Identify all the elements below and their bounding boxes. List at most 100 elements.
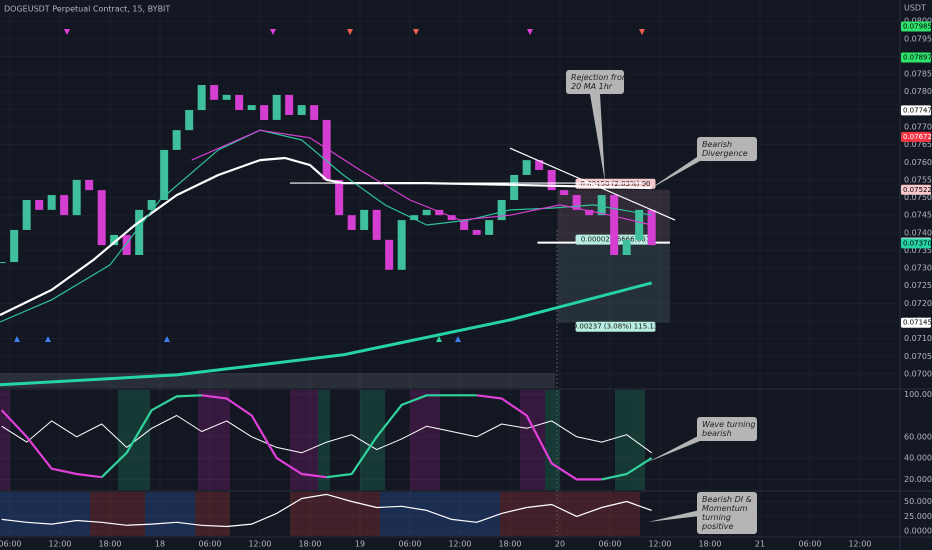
candle [135, 209, 144, 256]
annotation-box [697, 492, 757, 534]
band [318, 390, 330, 490]
annotation-text: Momentum [702, 504, 748, 513]
x-tick-label: 21 [755, 540, 765, 549]
x-tick-label: 06:00 [0, 540, 22, 549]
price-tag-label: 0.07897 [903, 53, 932, 61]
candle [485, 220, 494, 235]
annotation-pointer [590, 94, 605, 182]
candle [385, 239, 394, 270]
sell-marker [527, 29, 533, 35]
candle [185, 110, 194, 131]
candle [460, 220, 469, 230]
candle [60, 195, 69, 216]
candle [447, 215, 456, 221]
candle [547, 170, 556, 191]
candle [85, 179, 94, 191]
candle [160, 149, 169, 200]
candle [572, 195, 581, 210]
candle [147, 199, 156, 210]
candle [635, 209, 644, 240]
candle [422, 209, 431, 216]
buy-marker [436, 336, 442, 342]
price-tag-label: 0.07985 [903, 22, 932, 30]
x-tick-label: 18:00 [298, 540, 321, 549]
candle [210, 85, 219, 100]
x-tick-label: 12:00 [648, 540, 671, 549]
candle [522, 160, 531, 175]
x-tick-label: 06:00 [198, 540, 221, 549]
band [0, 390, 10, 490]
stop-label: 0.00150 (2.03%) 90 [580, 180, 650, 188]
y-tick-label: 50.00000 [904, 497, 932, 506]
annotation-pointer [648, 510, 700, 522]
candle [172, 130, 181, 150]
signal-markers [14, 29, 645, 342]
band [290, 492, 380, 536]
band [195, 492, 230, 536]
band [145, 492, 195, 536]
candle [47, 195, 56, 210]
trendline [509, 147, 676, 221]
candle [397, 220, 406, 270]
candle [235, 94, 244, 111]
annotation-text: Bearish [702, 140, 732, 149]
buy-marker [14, 336, 20, 342]
annotation-pointer [648, 155, 700, 190]
price-tag-label: 0.07672 [903, 133, 932, 141]
candle [360, 209, 369, 230]
candle [10, 229, 19, 263]
x-tick-label: 06:00 [398, 540, 421, 549]
candle [510, 174, 519, 200]
band [380, 492, 500, 536]
x-tick-label: 18 [155, 540, 165, 549]
candle [435, 209, 444, 216]
price-tag [901, 21, 931, 32]
x-tick-label: 18:00 [98, 540, 121, 549]
x-tick-label: 12:00 [448, 540, 471, 549]
buy-marker [164, 336, 170, 342]
annotation-text: positive [701, 522, 733, 531]
price-tag-label: 0.07145 [903, 319, 932, 327]
price-tag-label: 0.07522 [903, 186, 932, 194]
x-tick-label: 19 [355, 540, 365, 549]
price-tag [901, 317, 931, 328]
y-tick-label: 20.00000 [904, 475, 932, 484]
band [198, 390, 230, 490]
series-line [0, 281, 653, 387]
dmi-bands [0, 492, 640, 536]
candle [247, 105, 256, 111]
candle [272, 94, 281, 120]
candle [560, 190, 569, 196]
symbol-title: DOGEUSDT Perpetual Contract, 15, BYBIT [4, 5, 170, 14]
y-tick-label: 25.00000 [904, 512, 932, 521]
band [90, 492, 145, 536]
sell-marker [639, 29, 645, 35]
series-line [191, 129, 652, 226]
candle [285, 94, 294, 115]
y-tick-label: 60.00000 [904, 432, 932, 441]
y-tick-label: 40.00000 [904, 454, 932, 463]
annotation-pointer [648, 435, 700, 462]
candle [310, 105, 319, 120]
currency: USDT [904, 4, 926, 13]
buy-marker [455, 336, 461, 342]
candle [122, 234, 131, 256]
target-label-bg [575, 321, 656, 332]
annotation-text: Rejection from [571, 73, 630, 82]
x-tick-label: 12:00 [848, 540, 871, 549]
candle [372, 209, 381, 240]
candle [35, 199, 44, 210]
candle [622, 239, 631, 256]
candle [110, 234, 119, 246]
